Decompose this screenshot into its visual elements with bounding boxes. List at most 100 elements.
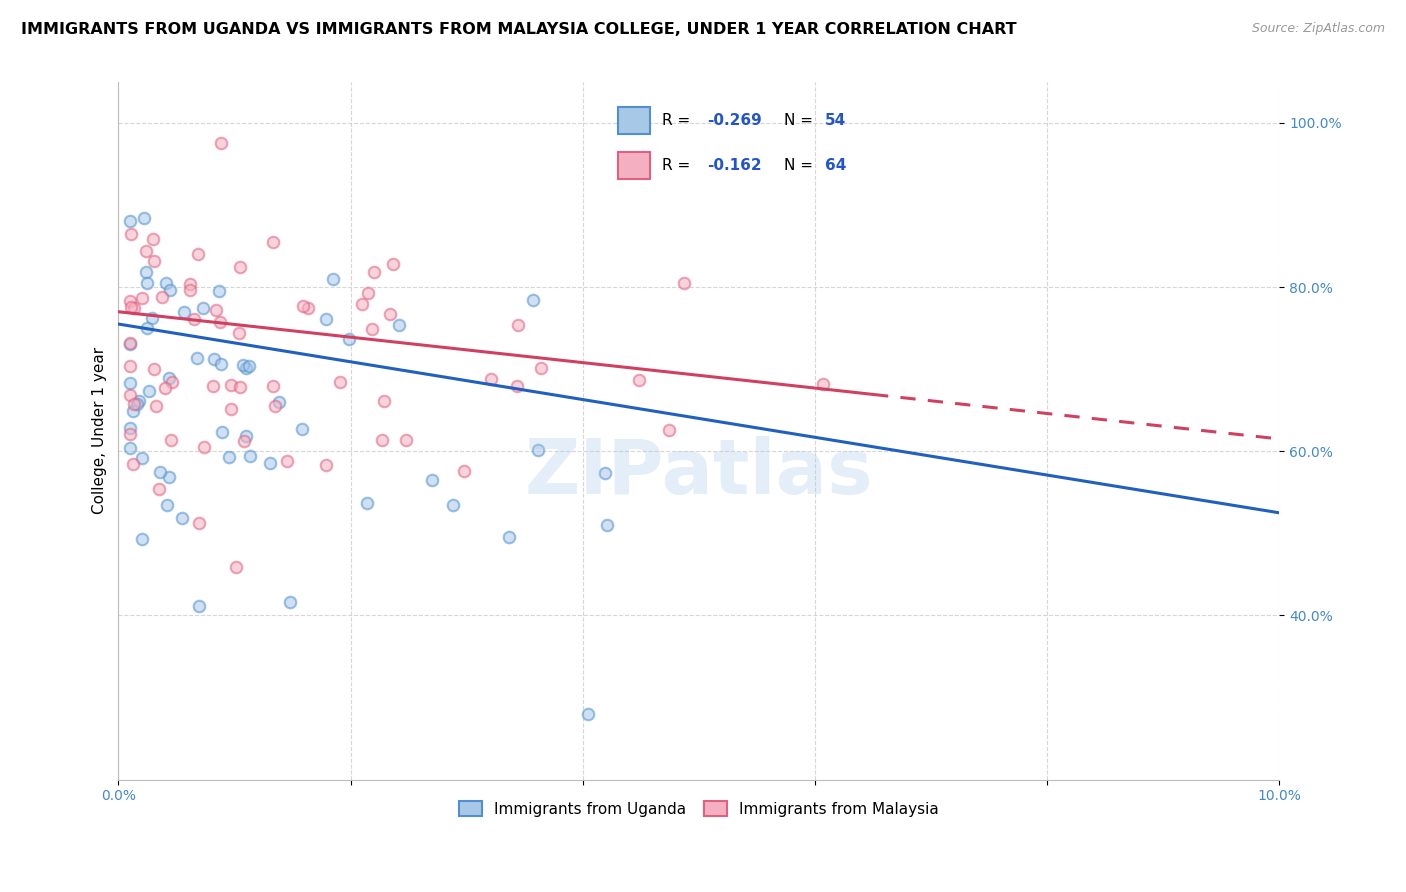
Point (121, 404, 143, 418)
Point (209, 357, 232, 371)
Point (395, 433, 418, 447)
Point (219, 401, 242, 416)
Point (157, 470, 180, 484)
Point (218, 450, 240, 464)
Point (157, 371, 180, 385)
Point (388, 318, 411, 332)
Point (235, 360, 257, 375)
Point (186, 351, 208, 366)
Point (441, 498, 464, 512)
Point (506, 379, 529, 393)
Point (291, 299, 314, 313)
Point (135, 321, 157, 335)
Point (420, 473, 443, 487)
Point (131, 451, 153, 466)
Point (143, 253, 166, 268)
Point (350, 296, 373, 310)
Point (262, 235, 284, 249)
Point (315, 458, 337, 472)
Point (159, 433, 181, 447)
Point (228, 326, 250, 340)
Point (145, 399, 167, 413)
Point (170, 511, 193, 525)
Point (118, 388, 141, 402)
Point (363, 265, 385, 279)
Point (380, 307, 402, 321)
Point (179, 277, 201, 292)
Point (141, 311, 163, 326)
Point (337, 332, 360, 346)
Point (159, 283, 181, 297)
Point (131, 533, 153, 547)
Point (118, 335, 141, 350)
Point (183, 312, 205, 326)
Point (576, 706, 599, 721)
Point (122, 457, 145, 471)
Point (373, 394, 395, 409)
Point (235, 429, 257, 443)
Point (187, 516, 209, 531)
Point (356, 496, 378, 510)
Point (134, 211, 156, 225)
Point (208, 285, 231, 299)
Point (138, 384, 160, 398)
Point (479, 372, 502, 386)
Point (238, 359, 260, 374)
Text: Source: ZipAtlas.com: Source: ZipAtlas.com (1251, 22, 1385, 36)
Point (118, 421, 141, 435)
Point (118, 293, 141, 308)
Point (813, 377, 835, 392)
Point (360, 322, 382, 336)
Point (209, 136, 232, 151)
Point (498, 530, 520, 544)
Point (229, 260, 252, 274)
Point (228, 380, 250, 394)
Point (193, 301, 215, 316)
Point (673, 277, 696, 291)
Point (315, 311, 337, 326)
Point (239, 450, 262, 464)
Point (148, 482, 170, 496)
Point (179, 283, 201, 297)
Point (263, 399, 285, 413)
Point (225, 559, 247, 574)
Point (143, 362, 166, 376)
Point (202, 352, 225, 367)
Point (150, 290, 173, 304)
Point (160, 375, 183, 389)
Point (155, 498, 177, 512)
Point (291, 422, 314, 436)
Point (276, 454, 298, 468)
Point (135, 244, 157, 258)
Point (125, 397, 148, 411)
Point (628, 373, 651, 387)
Point (187, 247, 209, 261)
Point (522, 293, 544, 308)
Point (135, 265, 157, 279)
Point (259, 456, 281, 470)
Point (122, 301, 145, 315)
Point (329, 375, 352, 389)
Point (527, 443, 550, 458)
Legend: Immigrants from Uganda, Immigrants from Malaysia: Immigrants from Uganda, Immigrants from … (451, 794, 946, 824)
Point (506, 318, 529, 333)
Point (208, 315, 231, 329)
Point (219, 377, 242, 392)
Point (155, 276, 177, 290)
Point (593, 466, 616, 480)
Point (118, 337, 141, 351)
Point (595, 517, 617, 532)
Point (120, 227, 142, 242)
Point (193, 440, 215, 454)
Point (122, 397, 145, 411)
Point (205, 302, 228, 317)
Point (381, 257, 404, 271)
Point (142, 232, 165, 246)
Point (173, 305, 195, 319)
Point (658, 423, 681, 437)
Point (453, 464, 475, 478)
Point (233, 434, 256, 449)
Point (202, 379, 225, 393)
Point (232, 358, 254, 372)
Point (188, 599, 211, 614)
